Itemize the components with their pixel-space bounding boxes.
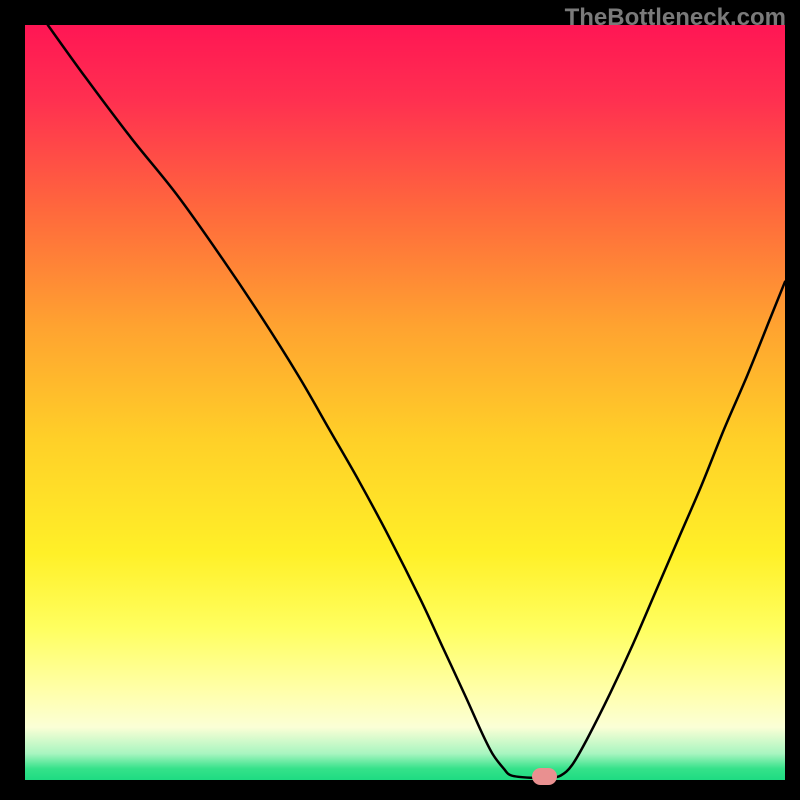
optimum-marker <box>532 768 557 785</box>
curve-layer <box>0 0 800 800</box>
bottleneck-curve <box>48 25 785 778</box>
watermark-text: TheBottleneck.com <box>565 4 786 32</box>
chart-container: TheBottleneck.com <box>0 0 800 800</box>
